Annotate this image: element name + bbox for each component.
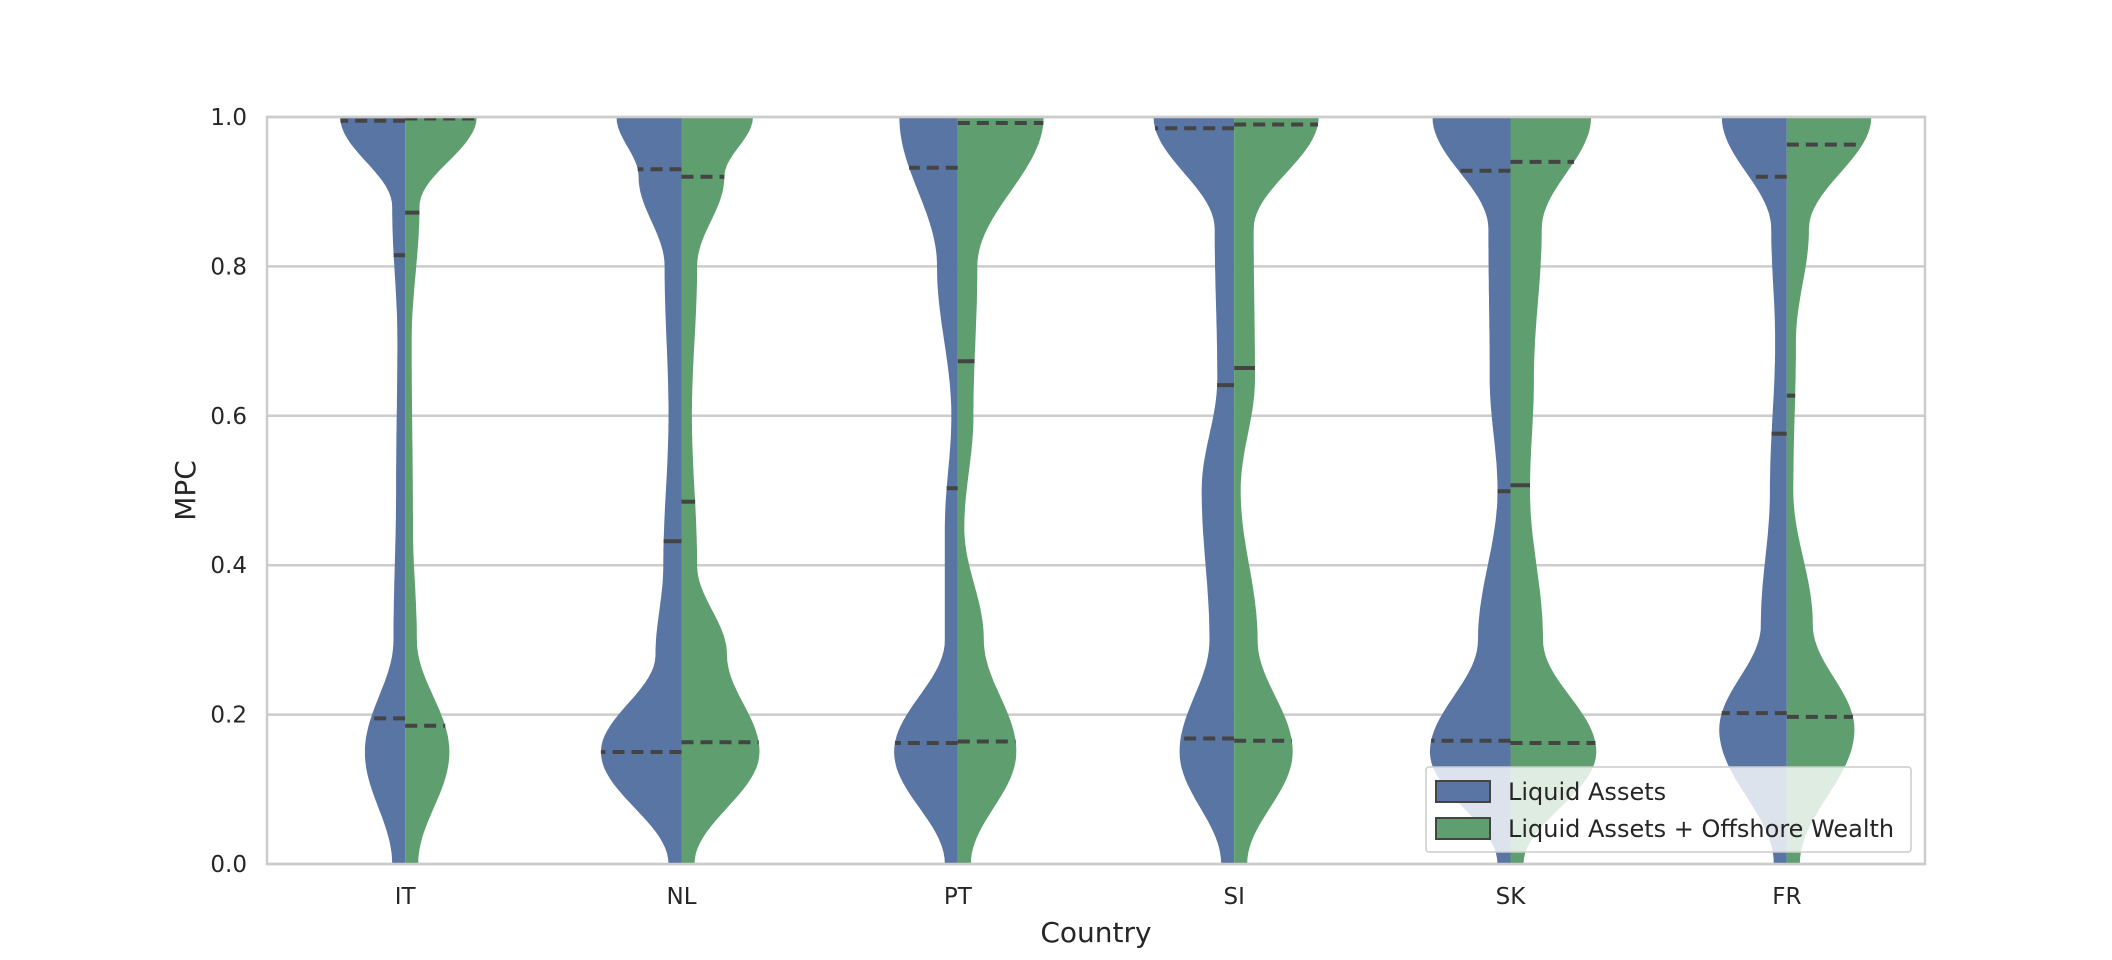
legend: Liquid Assets Liquid Assets + Offshore We… bbox=[1425, 766, 1912, 853]
legend-entry-label: Liquid Assets + Offshore Wealth bbox=[1508, 815, 1894, 843]
x-axis-ticks: IT NL PT SI SK FR bbox=[395, 884, 1802, 910]
y-tick-label: 0.4 bbox=[210, 553, 247, 579]
violin-nl-liquid-assets-offshore-wealth bbox=[681, 117, 760, 864]
legend-entry-label: Liquid Assets bbox=[1508, 778, 1666, 806]
x-tick-label: IT bbox=[395, 884, 417, 910]
violin-pt-liquid-assets-offshore-wealth bbox=[957, 117, 1044, 864]
violin-nl-liquid-assets bbox=[600, 117, 682, 864]
legend-swatch-liquid-assets bbox=[1435, 780, 1491, 803]
y-tick-label: 0.0 bbox=[210, 852, 247, 878]
violin-plot-area bbox=[340, 116, 1872, 864]
violin-it-liquid-assets-offshore-wealth bbox=[405, 117, 477, 864]
y-tick-label: 0.6 bbox=[210, 404, 247, 430]
x-tick-label: SK bbox=[1496, 884, 1527, 910]
violin-si-liquid-assets bbox=[1153, 117, 1235, 864]
y-tick-label: 0.2 bbox=[210, 703, 247, 729]
y-axis-ticks: 0.0 0.2 0.4 0.6 0.8 1.0 bbox=[210, 105, 247, 878]
x-tick-label: FR bbox=[1772, 884, 1801, 910]
violin-fr-liquid-assets bbox=[1719, 117, 1787, 864]
violin-pt-liquid-assets bbox=[894, 117, 958, 864]
legend-box bbox=[1425, 766, 1912, 853]
y-axis-label: MPC bbox=[169, 460, 202, 521]
x-tick-label: SI bbox=[1223, 884, 1244, 910]
x-tick-label: NL bbox=[666, 884, 696, 910]
x-axis-label: Country bbox=[1040, 916, 1151, 949]
violin-si-liquid-assets-offshore-wealth bbox=[1234, 117, 1319, 864]
grid-lines bbox=[267, 115, 1925, 866]
violin-it-liquid-assets bbox=[340, 117, 406, 864]
y-tick-label: 1.0 bbox=[210, 105, 247, 131]
violin-sk-liquid-assets-offshore-wealth bbox=[1510, 117, 1597, 864]
violin-fr-liquid-assets-offshore-wealth bbox=[1786, 117, 1872, 864]
x-tick-label: PT bbox=[944, 884, 973, 910]
violin-sk-liquid-assets bbox=[1429, 117, 1511, 864]
plot-frame bbox=[265, 115, 1927, 866]
y-tick-label: 0.8 bbox=[210, 254, 247, 280]
legend-swatch-liquid-assets-offshore-wealth bbox=[1435, 817, 1491, 840]
